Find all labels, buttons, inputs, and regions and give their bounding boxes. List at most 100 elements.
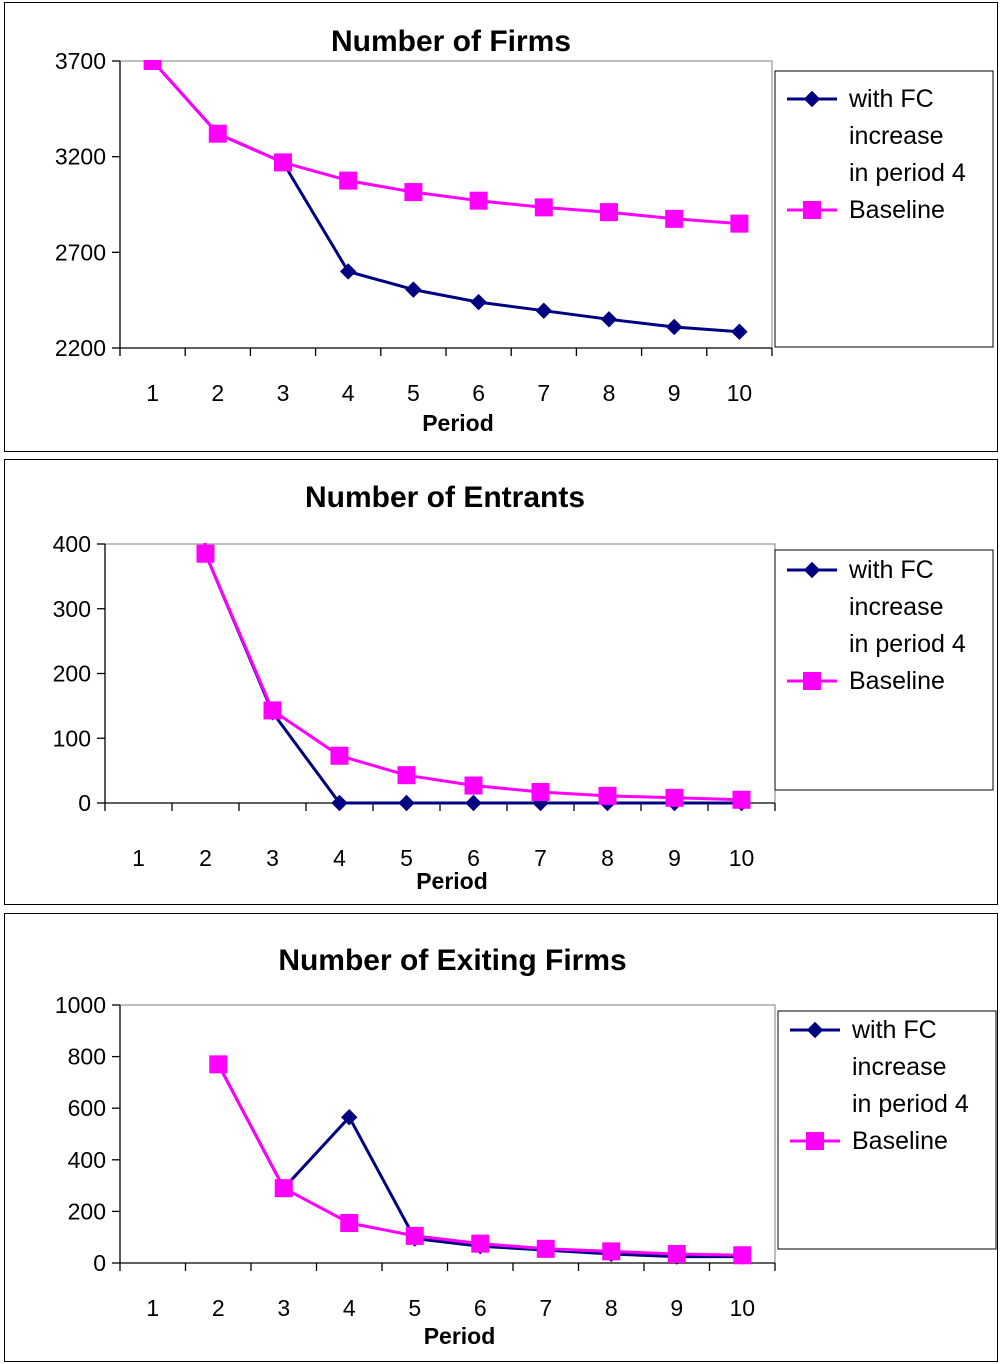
x-tick-label: 5 [408, 1295, 421, 1321]
data-point-square [209, 1055, 228, 1074]
x-tick-label: 7 [534, 845, 547, 871]
data-point-square [531, 782, 550, 801]
chart-title: Number of Entrants [305, 481, 585, 514]
data-point-diamond [341, 1109, 358, 1126]
plot-area [119, 1004, 776, 1264]
y-tick-label: 2200 [55, 335, 106, 361]
data-point-square [471, 1234, 490, 1253]
x-tick-label: 2 [211, 380, 224, 406]
data-point-square [340, 1214, 359, 1233]
data-point-square [469, 191, 488, 210]
data-point-square [143, 60, 162, 70]
chart-panel-firms: Number of Firms 2200 2700 3200 3700 1 2 3 4 5 6 7 8 9… [4, 2, 998, 452]
x-tick-label: 8 [605, 1295, 618, 1321]
data-point-diamond [398, 794, 415, 812]
data-point-square [339, 171, 358, 190]
x-tick-label: 8 [601, 845, 614, 871]
legend-label: in period 4 [849, 630, 966, 658]
data-point-square [534, 198, 553, 217]
data-point-square [464, 776, 483, 795]
data-point-square [405, 1226, 424, 1245]
y-tick-label: 300 [53, 596, 91, 622]
data-point-square [667, 1244, 686, 1263]
data-point-diamond [535, 302, 553, 319]
legend-label: in period 4 [849, 159, 966, 187]
data-point-diamond [665, 318, 683, 336]
data-point-square [196, 544, 215, 563]
chart-svg-entrants: Number of Entrants 0 100 200 300 400 1 2 3 4 5 6 7 8 9… [53, 481, 994, 894]
x-tick-label: 10 [729, 1295, 755, 1321]
data-point-square [536, 1239, 555, 1258]
y-tick-label: 400 [53, 531, 91, 557]
data-point-square [274, 153, 292, 172]
series-baseline [209, 1055, 752, 1265]
y-tick-label: 1000 [55, 992, 106, 1018]
data-point-square [598, 786, 617, 805]
chart-panel-entrants: Number of Entrants 0 100 200 300 400 1 2 3 4 5 6 7 8 9… [4, 459, 998, 905]
plot-area [119, 60, 773, 349]
x-tick-label: 3 [277, 380, 290, 406]
x-tick-label: 10 [727, 380, 753, 406]
y-tick-label: 200 [53, 661, 91, 687]
x-axis-label: Period [422, 410, 494, 436]
data-point-square [733, 1246, 752, 1265]
series-line [216, 1063, 743, 1259]
legend-label: Baseline [849, 196, 945, 224]
data-point-diamond [731, 323, 748, 340]
x-tick-label: 6 [472, 380, 485, 406]
legend-marker-square [803, 672, 821, 690]
legend-label: Baseline [849, 667, 945, 695]
x-tick-label: 4 [333, 845, 346, 871]
data-point-square [730, 214, 749, 233]
legend-box [774, 549, 994, 791]
legend-label: with FC [848, 85, 934, 113]
x-tick-label: 5 [407, 380, 420, 406]
x-tick-label: 7 [537, 380, 550, 406]
series-line [151, 60, 740, 226]
x-tick-label: 5 [400, 845, 413, 871]
legend-label: in period 4 [852, 1090, 969, 1118]
series-baseline [196, 543, 751, 809]
chart-title: Number of Firms [331, 25, 571, 58]
x-tick-label: 1 [146, 380, 159, 406]
legend-label: increase [849, 593, 944, 621]
series-baseline [143, 60, 749, 233]
data-point-diamond [331, 794, 348, 812]
legend-marker-diamond [803, 561, 821, 579]
y-tick-label: 200 [68, 1198, 106, 1224]
y-tick-label: 3700 [55, 48, 106, 74]
x-tick-label: 4 [342, 380, 355, 406]
data-point-square [263, 701, 282, 720]
data-point-square [397, 766, 416, 785]
y-tick-label: 800 [68, 1044, 106, 1070]
x-tick-label: 10 [729, 845, 755, 871]
x-tick-label: 6 [474, 1295, 487, 1321]
x-tick-label: 3 [266, 845, 279, 871]
data-point-diamond [600, 311, 618, 328]
x-tick-label: 1 [132, 845, 145, 871]
data-point-square [732, 790, 751, 809]
legend-marker-diamond [806, 1021, 824, 1039]
data-point-square [600, 203, 618, 222]
y-tick-label: 0 [93, 1250, 106, 1276]
legend-label: with FC [851, 1016, 937, 1044]
data-point-diamond [405, 281, 422, 298]
legend-marker-square [803, 201, 821, 219]
y-tick-label: 400 [68, 1147, 106, 1173]
plot-area [104, 543, 776, 804]
data-point-square [602, 1242, 621, 1261]
data-point-diamond [465, 794, 482, 812]
chart-svg-firms: Number of Firms 2200 2700 3200 3700 1 2 3 4 5 6 7 8 9… [55, 25, 994, 436]
x-axis-label: Period [424, 1323, 496, 1349]
data-point-square [274, 1179, 293, 1198]
series-line [203, 543, 742, 802]
y-tick-label: 100 [53, 725, 91, 751]
x-tick-label: 6 [467, 845, 480, 871]
x-tick-label: 3 [277, 1295, 290, 1321]
x-tick-label: 9 [670, 1295, 683, 1321]
data-point-square [404, 183, 423, 202]
x-tick-label: 8 [603, 380, 616, 406]
data-point-square [665, 788, 684, 807]
y-tick-label: 600 [68, 1095, 106, 1121]
legend-label: increase [852, 1053, 947, 1081]
